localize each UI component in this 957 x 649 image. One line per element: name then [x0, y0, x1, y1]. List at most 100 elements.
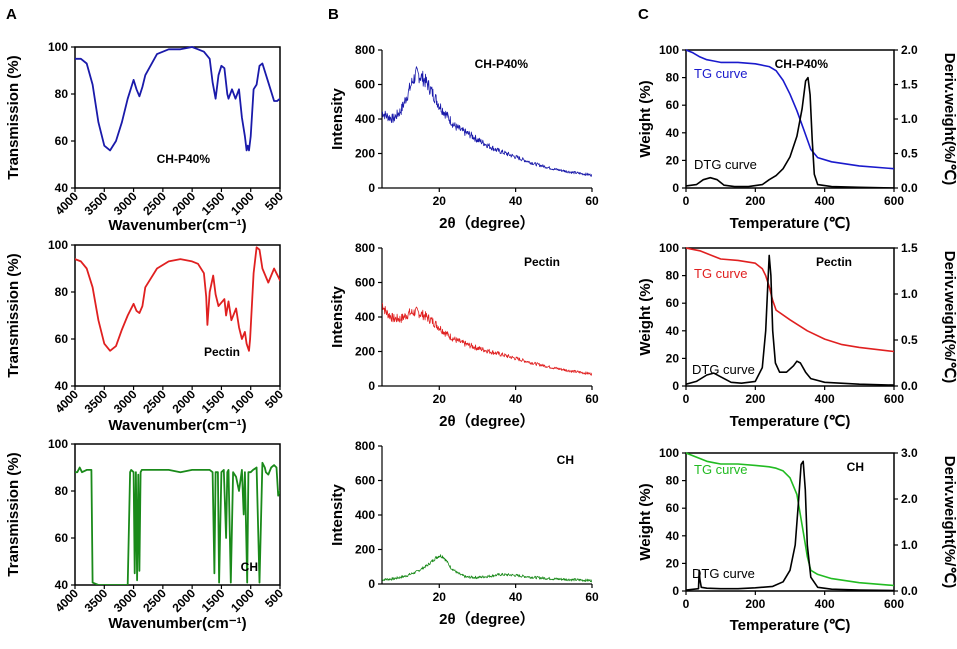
y-tick-label: 600: [355, 276, 375, 290]
x-tick-label: 3500: [82, 189, 111, 218]
y-tick-label: 800: [355, 241, 375, 255]
dtg-curve-label: DTG curve: [694, 157, 757, 172]
x-tick-label: 40: [509, 194, 523, 208]
y-tick-label: 80: [666, 269, 680, 283]
panel-letter-b: B: [328, 6, 339, 23]
y-tick-label: 100: [659, 446, 679, 460]
x-tick-label: 500: [262, 189, 286, 213]
x-tick-label: 3000: [111, 387, 140, 416]
x-tick-label: 600: [884, 597, 904, 611]
chart-xrd-chp40: 0 200 400 600 800 20 40 60 2θ（degree） Intensity CH…: [329, 43, 599, 232]
x-axis-title: Temperature (℃): [730, 215, 851, 232]
series-line-pectin: [382, 302, 592, 376]
y-axis-title: Transmission (%): [5, 55, 22, 179]
y-tick-label: 200: [355, 147, 375, 161]
y2-tick-label: 0.5: [901, 147, 918, 161]
x-tick-label: 2000: [169, 586, 198, 615]
tg-curve-label: TG curve: [694, 462, 747, 477]
x-tick-label: 400: [815, 597, 835, 611]
y2-tick-label: 2.0: [901, 492, 918, 506]
y-tick-label: 40: [55, 578, 69, 592]
panel-letter-c: C: [638, 6, 649, 23]
y-tick-label: 0: [368, 379, 375, 393]
y-tick-label: 400: [355, 310, 375, 324]
y-tick-label: 40: [666, 324, 680, 338]
x-tick-label: 0: [683, 597, 690, 611]
y-axis-title: Transmission (%): [5, 253, 22, 377]
x-tick-label: 1000: [228, 387, 257, 416]
x-tick-label: 0: [683, 392, 690, 406]
y-tick-label: 80: [55, 87, 69, 101]
x-tick-label: 20: [433, 590, 447, 604]
panel-letter-a: A: [6, 6, 17, 23]
tg-curve-label: TG curve: [694, 266, 747, 281]
x-axis-title: 2θ（degree）: [439, 412, 535, 430]
y-tick-label: 80: [666, 71, 680, 85]
series-label: CH-P40%: [475, 57, 529, 71]
dtg-curve-label: DTG curve: [692, 362, 755, 377]
x-tick-label: 600: [884, 392, 904, 406]
plot-frame: [685, 247, 895, 387]
y-tick-label: 100: [659, 43, 679, 57]
y-tick-label: 100: [659, 241, 679, 255]
x-tick-label: 3000: [111, 189, 140, 218]
y-tick-label: 0: [368, 577, 375, 591]
y-tick-label: 400: [355, 112, 375, 126]
y-tick-label: 60: [666, 296, 680, 310]
dtg-curve-line: [686, 76, 894, 188]
x-tick-label: 40: [509, 590, 523, 604]
x-tick-label: 400: [815, 392, 835, 406]
y2-axis-title: Deriv.weight(%/℃): [941, 53, 957, 185]
y2-tick-label: 0.5: [901, 333, 918, 347]
x-tick-label: 1000: [228, 586, 257, 615]
x-tick-label: 2500: [140, 387, 169, 416]
y-tick-label: 60: [55, 134, 69, 148]
y-tick-label: 80: [55, 484, 69, 498]
x-tick-label: 1500: [199, 586, 228, 615]
dtg-curve-line: [686, 460, 894, 591]
x-tick-label: 500: [262, 387, 286, 411]
chart-tga-ch: 0 20 40 60 80 100 0 200 400 600 Temperature (℃) Wei…: [637, 446, 957, 634]
plot-frame: [74, 244, 281, 387]
y2-tick-label: 1.5: [901, 241, 918, 255]
tg-curve-line: [686, 247, 894, 353]
y2-tick-label: 1.0: [901, 287, 918, 301]
x-axis-title: Temperature (℃): [730, 617, 851, 634]
y-axis-title: Weight (%): [637, 278, 654, 355]
x-tick-label: 200: [745, 392, 765, 406]
x-tick-label: 20: [433, 194, 447, 208]
x-tick-label: 60: [585, 194, 599, 208]
dtg-curve-label: DTG curve: [692, 566, 755, 581]
y-axis-title: Intensity: [329, 484, 346, 546]
y-tick-label: 40: [666, 529, 680, 543]
x-tick-label: 3000: [111, 586, 140, 615]
x-tick-label: 2500: [140, 586, 169, 615]
series-line-ch: [382, 554, 592, 583]
y-tick-label: 60: [666, 98, 680, 112]
plot-frame: [685, 452, 895, 592]
y-tick-label: 100: [48, 40, 68, 54]
x-tick-label: 60: [585, 392, 599, 406]
x-tick-label: 500: [262, 586, 286, 610]
y-tick-label: 20: [666, 351, 680, 365]
y-tick-label: 200: [355, 543, 375, 557]
x-tick-label: 2000: [169, 387, 198, 416]
x-axis-title: Wavenumber(cm⁻¹): [108, 615, 246, 632]
chart-tga-pectin: 0 20 40 60 80 100 0 200 400 600 Temperature (℃) Wei…: [637, 241, 957, 430]
y-axis-title: Weight (%): [637, 80, 654, 157]
y2-tick-label: 0.0: [901, 181, 918, 195]
x-tick-label: 20: [433, 392, 447, 406]
chart-xrd-pectin: 0 200 400 600 800 20 40 60 2θ（degree） Intensity Pe…: [329, 241, 599, 430]
y2-axis-title: Deriv.weight(%/℃): [941, 251, 957, 383]
tg-curve-line: [686, 452, 894, 587]
series-line-chp40: [75, 46, 280, 152]
x-axis-title: 2θ（degree）: [439, 214, 535, 232]
y-tick-label: 80: [666, 474, 680, 488]
chart-xrd-ch: 0 200 400 600 800 20 40 60 2θ（degree） Intensity CH: [329, 439, 599, 628]
x-tick-label: 600: [884, 194, 904, 208]
x-tick-label: 3500: [82, 387, 111, 416]
